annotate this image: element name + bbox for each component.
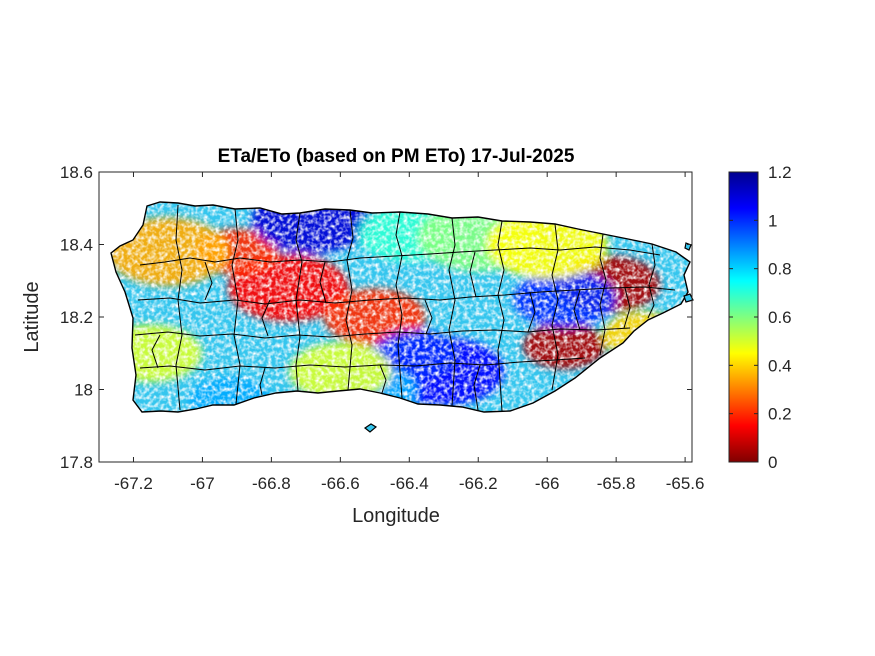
colorbar-tick-label: 0 (768, 453, 777, 472)
x-tick-label: -66.6 (321, 474, 360, 493)
y-tick-label: 18.2 (60, 308, 93, 327)
y-tick-label: 17.8 (60, 453, 93, 472)
x-axis: -67.2 -67 -66.8 -66.6 -66.4 -66.2 -66 -65.8 -65.… (114, 172, 704, 493)
eta-eto-map (111, 202, 690, 412)
y-tick-label: 18.4 (60, 236, 93, 255)
x-tick-label: -65.6 (666, 474, 705, 493)
colorbar-tick-label: 1 (768, 211, 777, 230)
y-axis-label: Latitude (21, 281, 43, 352)
colorbar-tick-label: 0.6 (768, 308, 792, 327)
x-tick-label: -66.2 (459, 474, 498, 493)
islet-southwest (363, 423, 378, 433)
colorbar-tick-label: 1.2 (768, 163, 792, 182)
y-tick-label: 18 (74, 381, 93, 400)
map-speckle-texture (111, 202, 690, 412)
colorbar-tick-label: 0.8 (768, 260, 792, 279)
y-tick-label: 18.6 (60, 163, 93, 182)
x-tick-label: -67.2 (114, 474, 153, 493)
colorbar-ticks: 0 0.2 0.4 0.6 0.8 1 1.2 (729, 163, 792, 472)
y-axis: 17.8 18 18.2 18.4 18.6 (60, 163, 692, 472)
colorbar-tick-label: 0.2 (768, 405, 792, 424)
x-axis-label: Longitude (352, 505, 440, 527)
x-tick-label: -66 (535, 474, 560, 493)
x-tick-label: -65.8 (597, 474, 636, 493)
colorbar-tick-label: 0.4 (768, 356, 792, 375)
chart-title: ETa/ETo (based on PM ETo) 17-Jul-2025 (218, 146, 575, 167)
colorbar (728, 171, 759, 463)
x-tick-label: -66.8 (252, 474, 291, 493)
islet-east-1 (683, 293, 694, 303)
municipality-boundaries (134, 204, 676, 412)
x-tick-label: -67 (190, 474, 215, 493)
x-tick-label: -66.4 (390, 474, 429, 493)
